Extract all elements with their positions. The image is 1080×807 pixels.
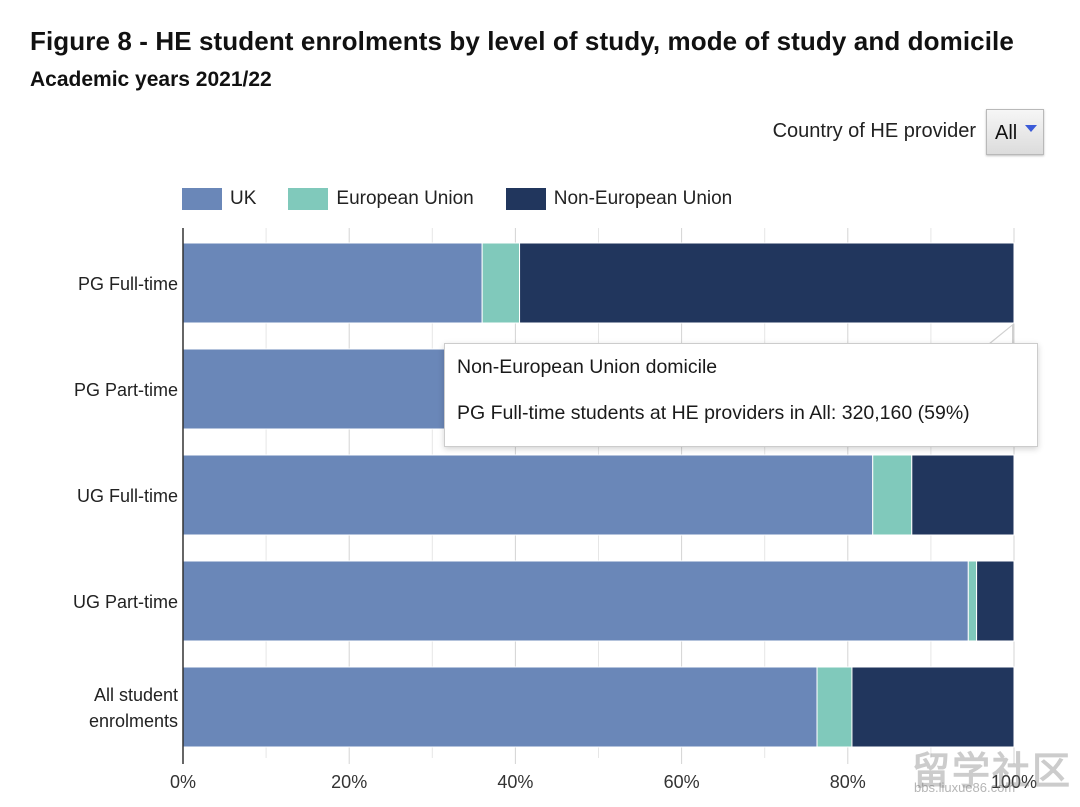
category-label: UG Full-time	[77, 486, 178, 506]
legend-label-non-eu: Non-European Union	[553, 188, 733, 209]
x-tick-label: 80%	[830, 772, 866, 792]
chart-subtitle: Academic years 2021/22	[30, 68, 272, 91]
category-label: PG Full-time	[78, 274, 178, 294]
bar-segment[interactable]	[872, 454, 913, 536]
x-tick-label: 20%	[331, 772, 367, 792]
bar-segment[interactable]	[911, 454, 1015, 536]
bar-segment[interactable]	[519, 242, 1015, 324]
bar-segment[interactable]	[182, 560, 969, 642]
category-label: All student	[94, 685, 178, 705]
country-filter-label: Country of HE provider	[772, 120, 976, 142]
legend-item-uk[interactable]: UK	[182, 188, 256, 210]
watermark-logo: 留学社区	[912, 751, 1073, 793]
bar-segment[interactable]	[967, 560, 978, 642]
legend-swatch-eu	[288, 188, 329, 210]
legend-label-uk: UK	[230, 188, 257, 209]
legend-label-eu: European Union	[336, 188, 474, 209]
tooltip-pointer-fill	[990, 326, 1012, 344]
x-tick-label: 60%	[664, 772, 700, 792]
category-label: PG Part-time	[74, 380, 178, 400]
bar-segment[interactable]	[816, 666, 853, 748]
category-label: enrolments	[89, 711, 178, 731]
x-tick-label: 40%	[497, 772, 533, 792]
legend-item-non-eu[interactable]: Non-European Union	[505, 188, 733, 210]
bar-segment[interactable]	[976, 560, 1015, 642]
watermark-url: bbs.liuxue86.com	[914, 780, 1016, 795]
bar-segment[interactable]	[481, 242, 521, 324]
chart-title: Figure 8 - HE student enrolments by leve…	[30, 26, 1014, 56]
bar-segment[interactable]	[182, 242, 483, 324]
country-filter-select[interactable]: All	[986, 109, 1044, 155]
country-filter-value: All	[995, 122, 1018, 144]
legend-swatch-non-eu	[505, 188, 546, 210]
legend-swatch-uk	[182, 188, 222, 210]
legend-item-eu[interactable]: European Union	[288, 188, 474, 210]
data-tooltip: Non-European Union domicile PG Full-time…	[444, 343, 1038, 447]
chart-legend: UK European Union Non-European Union	[182, 188, 764, 210]
x-tick-label: 100%	[991, 772, 1037, 792]
bar-segment[interactable]	[182, 454, 874, 536]
bar-segment[interactable]	[182, 666, 818, 748]
chevron-down-icon	[1025, 125, 1037, 132]
category-label: UG Part-time	[73, 592, 178, 612]
bar-segment[interactable]	[851, 666, 1015, 748]
x-tick-label: 0%	[170, 772, 196, 792]
tooltip-detail: PG Full-time students at HE providers in…	[457, 402, 970, 424]
tooltip-title: Non-European Union domicile	[457, 356, 718, 378]
